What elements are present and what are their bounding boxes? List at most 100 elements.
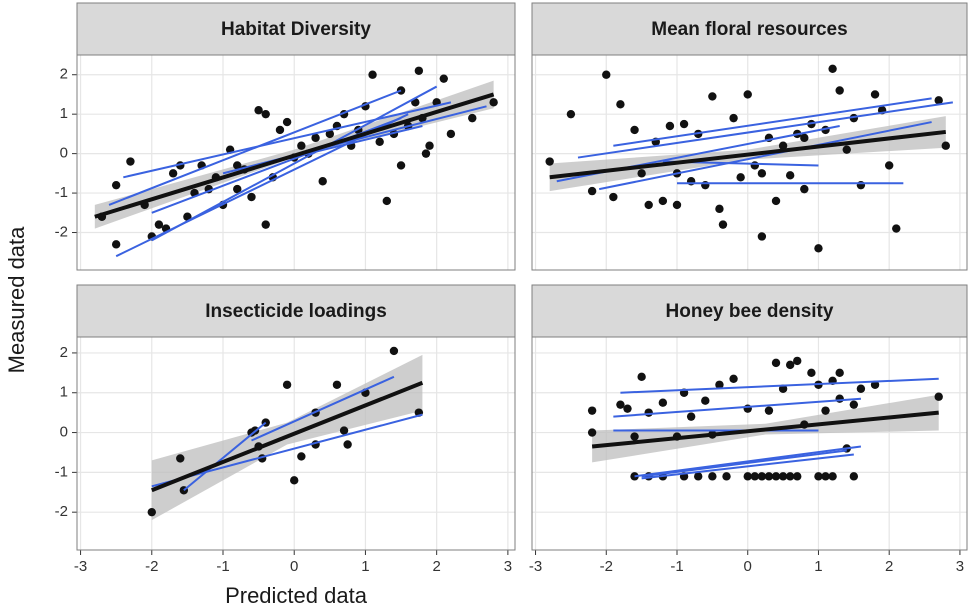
point bbox=[325, 129, 335, 139]
x-axis-title: Predicted data bbox=[225, 583, 368, 608]
point bbox=[941, 141, 950, 150]
point bbox=[468, 113, 477, 123]
overall-fit-line bbox=[151, 380, 424, 493]
point bbox=[736, 173, 745, 182]
point bbox=[126, 157, 135, 166]
point bbox=[282, 380, 292, 389]
x-tick-label: 1 bbox=[361, 558, 369, 575]
point bbox=[290, 476, 299, 485]
point bbox=[934, 392, 943, 401]
group-fit-line bbox=[613, 397, 861, 418]
point bbox=[658, 196, 668, 206]
point bbox=[644, 408, 653, 417]
point bbox=[771, 196, 781, 206]
point bbox=[637, 169, 646, 178]
group-fit-line bbox=[123, 101, 452, 179]
point bbox=[587, 186, 597, 196]
marks bbox=[545, 64, 953, 253]
point bbox=[168, 169, 178, 178]
point bbox=[849, 472, 859, 481]
x-tick-label: -2 bbox=[600, 558, 613, 575]
point bbox=[332, 380, 342, 389]
y-tick-label: 2 bbox=[60, 66, 68, 83]
point bbox=[835, 368, 844, 378]
point bbox=[757, 472, 767, 481]
x-tick-label: 2 bbox=[885, 558, 893, 575]
point bbox=[870, 90, 880, 99]
point bbox=[630, 432, 639, 441]
group-fit-line bbox=[251, 375, 395, 442]
point bbox=[785, 171, 795, 180]
x-tick-label: 0 bbox=[744, 558, 752, 575]
point bbox=[311, 133, 320, 143]
point bbox=[743, 472, 752, 481]
x-tick-label: -3 bbox=[529, 558, 542, 575]
panel-border bbox=[531, 54, 968, 271]
point bbox=[694, 472, 703, 481]
point bbox=[708, 472, 717, 481]
point bbox=[764, 406, 774, 415]
point bbox=[672, 200, 682, 210]
point bbox=[757, 169, 767, 178]
point bbox=[566, 109, 576, 119]
point bbox=[154, 220, 164, 229]
group-fit-line bbox=[641, 449, 847, 478]
x-tick-label: -1 bbox=[216, 558, 229, 575]
point bbox=[778, 141, 788, 150]
overall-fit-line bbox=[591, 410, 939, 449]
point bbox=[545, 157, 554, 166]
point bbox=[637, 372, 646, 382]
point bbox=[421, 149, 431, 158]
point bbox=[665, 121, 675, 131]
point bbox=[439, 74, 448, 83]
panel-title: Mean floral resources bbox=[651, 19, 847, 40]
point bbox=[233, 161, 242, 170]
point bbox=[821, 406, 830, 415]
point bbox=[814, 244, 823, 253]
x-tick-label: -1 bbox=[670, 558, 683, 575]
point bbox=[658, 398, 668, 407]
point bbox=[778, 472, 788, 481]
point bbox=[644, 200, 653, 210]
point bbox=[828, 64, 837, 74]
point bbox=[686, 412, 696, 421]
strip bbox=[76, 284, 516, 338]
point bbox=[771, 472, 781, 481]
point bbox=[856, 384, 866, 393]
group-fit-line bbox=[634, 445, 862, 478]
x-tick-label: 3 bbox=[956, 558, 964, 575]
point bbox=[318, 177, 327, 186]
group-fit-line bbox=[598, 121, 932, 191]
marks bbox=[94, 66, 498, 258]
point bbox=[616, 100, 625, 109]
panel bbox=[77, 337, 515, 550]
x-tick-label: -3 bbox=[74, 558, 87, 575]
point bbox=[111, 240, 121, 249]
point bbox=[261, 220, 270, 229]
point bbox=[715, 204, 724, 214]
point bbox=[602, 70, 611, 79]
y-tick-label: -1 bbox=[55, 184, 68, 201]
y-tick-label: -1 bbox=[55, 463, 68, 480]
point bbox=[729, 113, 738, 123]
point bbox=[297, 141, 306, 150]
point bbox=[793, 472, 802, 481]
overall-fit-line bbox=[94, 92, 495, 219]
point bbox=[446, 129, 456, 139]
point bbox=[842, 145, 851, 154]
point bbox=[247, 192, 256, 202]
y-tick-label: 0 bbox=[60, 424, 68, 441]
point bbox=[835, 86, 844, 95]
group-fit-line bbox=[577, 101, 953, 159]
point bbox=[821, 472, 830, 481]
point bbox=[339, 426, 349, 435]
y-tick-label: -2 bbox=[55, 223, 68, 240]
y-axis-title: Measured data bbox=[4, 226, 29, 374]
x-tick-label: 0 bbox=[290, 558, 298, 575]
point bbox=[389, 346, 399, 356]
y-tick-label: 1 bbox=[60, 105, 68, 122]
point bbox=[892, 224, 901, 233]
point bbox=[718, 220, 728, 229]
point bbox=[254, 106, 263, 115]
